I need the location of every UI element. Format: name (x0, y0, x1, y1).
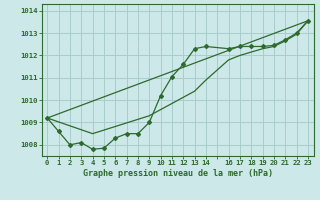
X-axis label: Graphe pression niveau de la mer (hPa): Graphe pression niveau de la mer (hPa) (83, 169, 273, 178)
